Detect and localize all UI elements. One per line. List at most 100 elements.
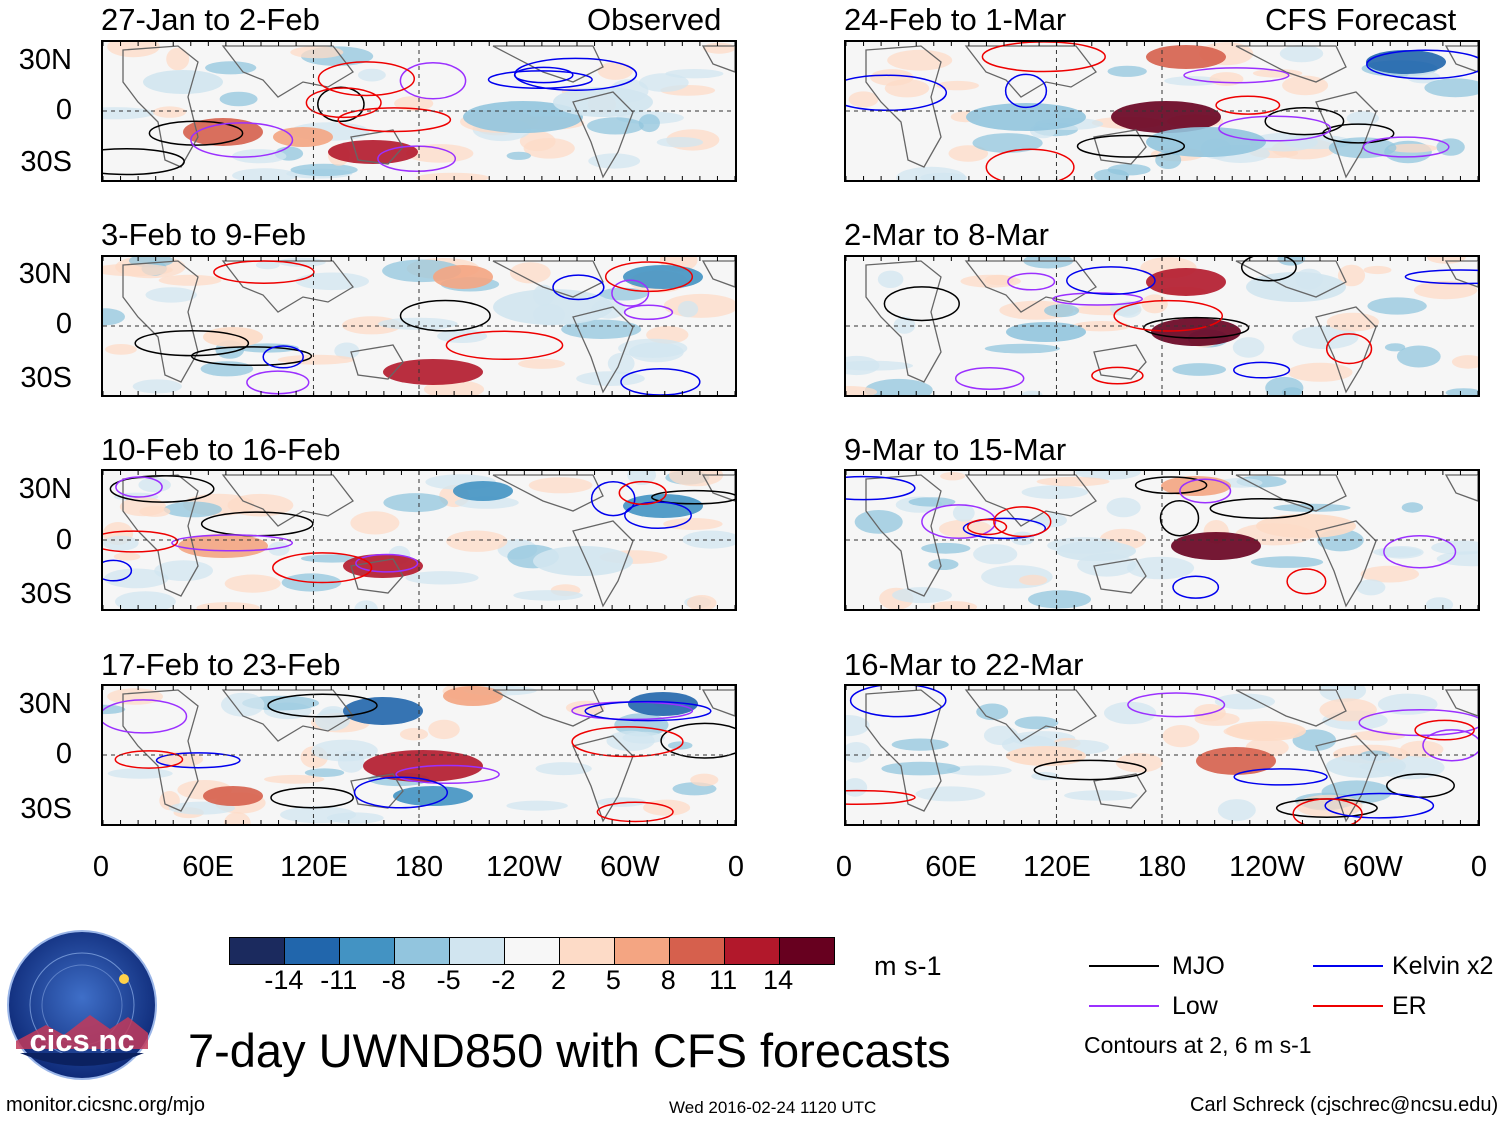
anomaly-shading bbox=[350, 511, 400, 535]
anomaly-shading bbox=[1273, 503, 1351, 512]
coastline bbox=[1235, 45, 1347, 83]
anomaly-shading bbox=[506, 800, 568, 811]
anomaly-shading bbox=[887, 49, 953, 71]
anomaly-shading bbox=[227, 493, 294, 517]
coastline bbox=[492, 474, 604, 512]
anomaly-shading bbox=[1214, 693, 1275, 710]
anomaly-shading bbox=[936, 80, 979, 91]
contour-line bbox=[1240, 257, 1297, 282]
anomaly-shading bbox=[1279, 44, 1324, 63]
anomaly-shading bbox=[1028, 590, 1091, 609]
coastline bbox=[1093, 129, 1147, 165]
cics-logo[interactable]: cics.nc bbox=[6, 929, 158, 1081]
lat-30n: 30N bbox=[18, 473, 72, 505]
coastline bbox=[492, 45, 604, 83]
colorbar-swatch bbox=[449, 938, 504, 964]
anomaly-shading bbox=[1141, 294, 1168, 314]
cfs-forecast-label: CFS Forecast bbox=[1265, 2, 1457, 37]
contour-line bbox=[246, 370, 310, 395]
legend-low-line bbox=[1089, 1005, 1159, 1007]
lon-label: 60E bbox=[182, 851, 234, 883]
contour-line bbox=[445, 330, 564, 361]
anomaly-shading bbox=[1072, 321, 1131, 332]
lat-30n: 30N bbox=[18, 258, 72, 290]
contour-line bbox=[1218, 115, 1332, 142]
coastline bbox=[1444, 45, 1478, 73]
contour-line bbox=[514, 57, 638, 91]
anomaly-shading bbox=[669, 471, 724, 487]
anomaly-shading bbox=[939, 519, 992, 539]
anomaly-core bbox=[203, 786, 263, 806]
anomaly-shading bbox=[846, 360, 913, 371]
anomaly-shading bbox=[295, 272, 369, 291]
contour-line bbox=[651, 489, 735, 505]
contour-line bbox=[921, 504, 997, 540]
anomaly-shading bbox=[1406, 71, 1441, 84]
anomaly-shading bbox=[290, 46, 344, 59]
anomaly-shading bbox=[877, 270, 904, 288]
anomaly-shading bbox=[587, 117, 644, 135]
anomaly-shading bbox=[1104, 701, 1157, 725]
anomaly-shading bbox=[908, 497, 956, 507]
lon-label: 60W bbox=[1343, 851, 1403, 883]
anomaly-shading bbox=[405, 571, 479, 585]
lat-30n: 30N bbox=[18, 44, 72, 76]
anomaly-shading bbox=[948, 145, 989, 162]
contour-line bbox=[1324, 792, 1435, 819]
panel-5-title: 24-Feb to 1-Mar bbox=[844, 2, 1067, 37]
anomaly-shading bbox=[1064, 790, 1138, 801]
anomaly-shading bbox=[1281, 387, 1303, 395]
coastline bbox=[964, 474, 1097, 527]
map-panel-2 bbox=[101, 255, 737, 397]
legend-mjo-line bbox=[1089, 965, 1159, 967]
anomaly-shading bbox=[103, 308, 125, 326]
anomaly-shading bbox=[354, 600, 378, 609]
anomaly-shading bbox=[896, 166, 966, 180]
footer-url[interactable]: monitor.cicsnc.org/mjo bbox=[6, 1094, 205, 1116]
contour-line bbox=[1052, 292, 1143, 306]
anomaly-shading bbox=[687, 595, 717, 609]
anomaly-shading bbox=[891, 738, 949, 751]
contour-line bbox=[155, 752, 241, 769]
contour-line bbox=[1233, 361, 1291, 379]
contour-line bbox=[171, 534, 294, 552]
anomaly-shading bbox=[232, 168, 298, 180]
colorbar-tick-label: -8 bbox=[381, 965, 406, 995]
anomaly-shading bbox=[1036, 476, 1110, 487]
anomaly-shading bbox=[597, 61, 633, 80]
contour-line bbox=[1113, 299, 1224, 332]
anomaly-shading bbox=[946, 765, 1012, 776]
contour-line bbox=[115, 476, 163, 498]
anomaly-shading bbox=[535, 762, 592, 776]
anomaly-shading bbox=[984, 343, 1060, 354]
contour-line bbox=[883, 286, 960, 322]
anomaly-shading bbox=[1356, 579, 1386, 596]
anomaly-shading bbox=[984, 274, 1014, 286]
logo-text: cics.nc bbox=[29, 1023, 135, 1058]
lon-label: 60E bbox=[925, 851, 977, 883]
contour-line bbox=[1215, 95, 1281, 115]
anomaly-shading bbox=[399, 728, 429, 741]
legend-kelvin-line bbox=[1313, 965, 1383, 967]
anomaly-shading bbox=[115, 591, 176, 609]
anomaly-shading bbox=[1287, 362, 1353, 382]
anomaly-shading bbox=[1401, 502, 1424, 513]
contour-line bbox=[1076, 134, 1186, 158]
lat-30s: 30S bbox=[20, 578, 72, 610]
anomaly-shading bbox=[1164, 76, 1222, 86]
anomaly-shading bbox=[219, 91, 258, 107]
lat-30s: 30S bbox=[20, 362, 72, 394]
contour-line bbox=[623, 304, 674, 321]
anomaly-shading bbox=[518, 358, 566, 369]
anomaly-shading bbox=[166, 47, 190, 71]
contour-line bbox=[1362, 136, 1450, 158]
coastline bbox=[350, 344, 404, 380]
colorbar-unit: m s-1 bbox=[874, 951, 942, 981]
contour-line bbox=[395, 764, 500, 785]
contour-line bbox=[618, 480, 667, 505]
contour-line bbox=[1422, 729, 1478, 762]
coastline bbox=[221, 689, 354, 742]
anomaly-shading bbox=[940, 472, 966, 481]
anomaly-shading bbox=[1373, 547, 1422, 558]
anomaly-core bbox=[1256, 514, 1356, 538]
